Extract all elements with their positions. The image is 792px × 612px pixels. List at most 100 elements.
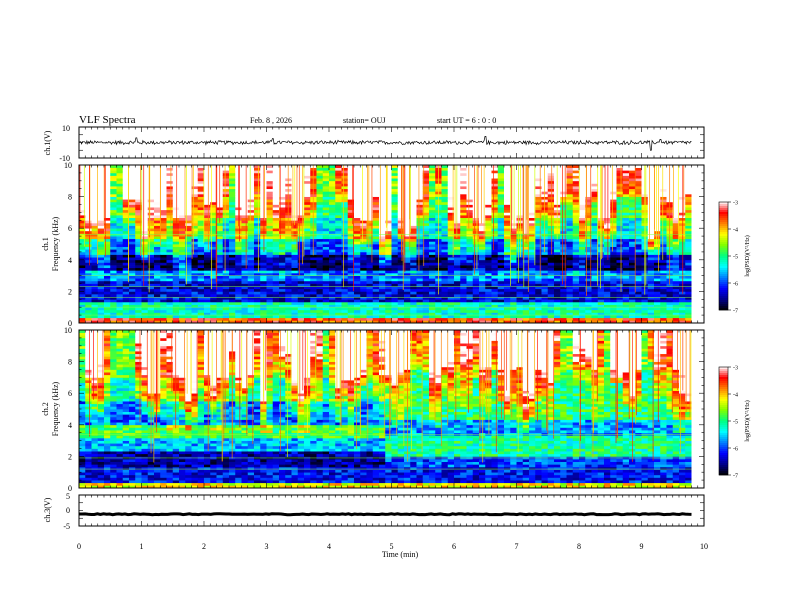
spectrogram-cell (497, 180, 505, 184)
spectrogram-cell (360, 228, 367, 232)
spectrogram-cell (379, 180, 386, 184)
spectrogram-cell (222, 199, 230, 203)
spectrogram-cell (110, 201, 117, 205)
spectrogram-cell (160, 280, 167, 284)
spectrogram-cell (279, 265, 286, 269)
spectrogram-cell (447, 265, 455, 269)
spectrogram-cell (460, 167, 467, 171)
spectrogram-cell (410, 209, 417, 213)
spectrogram-cell (197, 228, 205, 232)
spectrogram-cell (185, 320, 192, 324)
spectrogram-cell (454, 288, 461, 292)
spectrogram-cell (516, 220, 524, 224)
spectrogram-cell (79, 254, 86, 258)
spectrogram-cell (379, 309, 386, 313)
spectrogram-cell (447, 278, 455, 282)
spectrogram-cell (229, 251, 236, 255)
spectrogram-cell (466, 278, 474, 282)
spectrogram-cell (341, 294, 349, 298)
spectrogram-cell (485, 172, 492, 176)
spectrogram-cell (147, 212, 155, 216)
spectrogram-cell (285, 257, 292, 261)
spectrogram-cell (322, 175, 330, 179)
spectrogram-cell (91, 270, 99, 274)
spectrogram-cell (554, 296, 561, 300)
spectrogram-cell (210, 170, 217, 174)
spectrogram-cell (497, 272, 505, 276)
spectrogram-cell (504, 236, 511, 240)
spectrogram-cell (547, 278, 555, 282)
spectrogram-cell (372, 299, 380, 303)
spectrogram-cell (360, 230, 367, 234)
spectrogram-cell (504, 246, 511, 250)
spectrogram-cell (272, 299, 280, 303)
spectrogram-cell (291, 299, 299, 303)
spectrogram-cell (422, 165, 430, 168)
spectrogram-cell (497, 304, 505, 308)
spectrogram-cell (447, 196, 455, 200)
spectrogram-cell (172, 246, 180, 250)
spectrogram-cell (360, 278, 367, 282)
spectrogram-cell (347, 267, 355, 271)
spectrogram-cell (179, 262, 186, 266)
spectrogram-cell (366, 251, 374, 255)
spectrogram-cell (160, 199, 167, 203)
spectrogram-cell (447, 254, 455, 258)
spectrogram-cell (297, 165, 305, 168)
spectrogram-cell (272, 193, 280, 197)
spectrogram-cell (485, 204, 492, 208)
spectrogram-cell (404, 257, 411, 261)
spectrogram-cell (210, 254, 217, 258)
spectrogram-cell (266, 270, 274, 274)
spectrogram-cell (116, 236, 124, 240)
spectrogram-cell (97, 304, 105, 308)
spectrogram-cell (247, 265, 255, 269)
spectrogram-cell (141, 222, 149, 226)
spectrogram-cell (147, 272, 155, 276)
spectrogram-cell (247, 278, 255, 282)
spectrogram-cell (504, 204, 511, 208)
spectrogram-cell (504, 257, 511, 261)
spectrogram-cell (266, 296, 274, 300)
spectrogram-cell (310, 320, 317, 324)
spectrogram-cell (491, 207, 499, 211)
spectrogram-cell (341, 291, 349, 295)
spectrogram-cell (91, 180, 99, 184)
spectrogram-cell (372, 307, 380, 311)
spectrogram-cell (422, 228, 430, 232)
spectrogram-cell (472, 304, 480, 308)
spectrogram-cell (316, 238, 324, 242)
spectrogram-cell (466, 188, 474, 192)
spectrogram-cell (372, 204, 380, 208)
spectrogram-cell (266, 191, 274, 195)
spectrogram-cell (241, 244, 249, 247)
spectrogram-cell (416, 265, 424, 269)
spectrogram-cell (322, 301, 330, 305)
spectrogram-cell (529, 259, 536, 263)
spectrogram-cell (166, 257, 174, 261)
spectrogram-cell (304, 209, 311, 213)
spectrogram-cell (347, 186, 355, 190)
spectrogram-cell (516, 241, 524, 245)
spectrogram-cell (447, 233, 455, 237)
spectrogram-cell (322, 186, 330, 190)
spectrogram-cell (129, 167, 136, 171)
spectrogram-cell (572, 246, 580, 250)
spectrogram-cell (479, 278, 486, 282)
spectrogram-cell (516, 188, 524, 192)
spectrogram-cell (110, 170, 117, 174)
spectrogram-cell (279, 217, 286, 221)
spectrogram-cell (397, 259, 405, 263)
start-ut-label: start UT = 6 : 0 : 0 (437, 116, 496, 125)
spectrogram-cell (97, 254, 105, 258)
spectrogram-cell (297, 215, 305, 219)
spectrogram-cell (322, 317, 330, 321)
spectrogram-cell (416, 167, 424, 171)
spectrogram-cell (466, 165, 474, 168)
spectrogram-cell (235, 262, 242, 266)
spectrogram-cell (185, 207, 192, 211)
spectrogram-cell (479, 317, 486, 321)
spectrogram-cell (404, 254, 411, 258)
spectrogram-cell (354, 309, 361, 313)
spectrogram-cell (147, 312, 155, 316)
